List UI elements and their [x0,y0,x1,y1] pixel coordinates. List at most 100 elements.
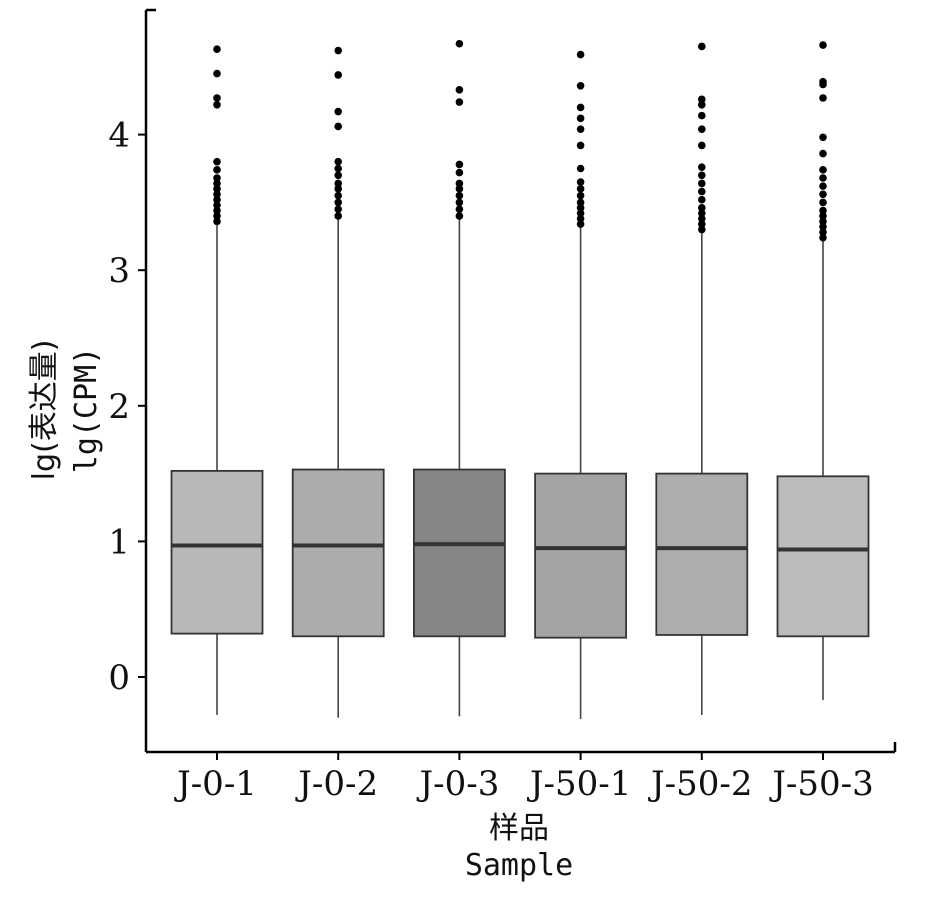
outlier-point [576,141,585,150]
outlier-point [819,217,827,226]
plot-area [170,39,870,720]
outlier-point [819,212,827,220]
box [776,475,870,638]
axes: J-0-1 J-0-2 J-0-3 J-50-1 J-50-2 J-50-3 0 1 2 3 4 [108,8,897,804]
outlier-point [698,204,706,212]
outlier-point [698,171,706,180]
y-axis-title-en: lg(CPM) [69,347,104,473]
x-tick-label: J-0-1 [174,764,257,804]
outlier-point [455,168,464,177]
outlier-point [334,205,343,213]
outlier-point [698,195,706,204]
outlier-point [455,185,464,193]
outlier-point [455,179,464,188]
box [170,469,264,635]
box-group-j-50-1 [534,50,627,720]
outlier-point [213,45,221,53]
outlier-point [819,133,827,142]
outlier-point [213,179,221,188]
outlier-point [819,233,827,242]
y-tick-label: 3 [108,251,130,291]
box-group-j-0-1 [170,45,264,715]
outlier-point [213,212,221,220]
outlier-point [698,214,706,223]
outlier-point [698,220,706,228]
outlier-point [576,114,585,123]
outlier-point [576,209,585,218]
outlier-point [455,39,464,48]
outlier-point [213,195,221,204]
outlier-point [819,198,827,207]
box [534,472,627,639]
outlier-point [213,206,221,215]
outlier-point [576,125,585,133]
x-tick-label: J-0-2 [295,764,378,804]
outlier-point [334,212,343,220]
outlier-point [576,50,585,59]
outlier-point [213,185,221,193]
outlier-point [698,163,706,171]
outlier-point [819,174,827,182]
outlier-point [819,94,827,102]
outlier-point [576,220,585,228]
axis-labels: 样品 Sample lg(表达量) lg(CPM) [27,340,573,883]
outlier-point [213,69,221,78]
outlier-point [213,100,221,109]
x-tick-label: J-50-3 [769,764,874,804]
outlier-point [698,95,706,104]
outlier-point [698,125,706,133]
outlier-point [334,179,343,188]
outlier-point [455,86,464,94]
outlier-point [576,81,585,90]
outlier-point [213,190,221,199]
outlier-point [819,206,827,215]
y-tick-label: 2 [108,387,130,427]
outlier-point [334,107,343,116]
outlier-point [819,190,827,199]
y-axis-title-cn: lg(表达量) [27,340,62,481]
outlier-point [213,157,221,166]
outlier-point [819,228,827,237]
outlier-point [819,77,827,86]
outlier-point [334,164,343,173]
outlier-point [819,166,827,174]
x-tick-label: J-0-3 [416,764,499,804]
outlier-point [455,198,464,207]
outlier-point [213,94,221,102]
x-tick-label: J-50-1 [527,764,632,804]
outlier-point [698,187,706,196]
outlier-point [334,122,343,131]
outlier-point [455,160,464,169]
outlier-point [698,111,706,120]
outlier-point [819,41,827,49]
outlier-point [334,191,343,200]
box [655,472,749,636]
outlier-point [576,164,585,173]
outlier-point [455,205,464,213]
box-group-j-0-3 [412,39,506,717]
outlier-point [455,212,464,220]
outlier-point [698,100,706,109]
box-group-j-50-3 [776,41,870,701]
outlier-point [213,166,221,174]
outlier-point [819,182,827,190]
outlier-point [455,98,464,106]
outlier-point [819,149,827,158]
y-tick-label: 4 [108,116,130,156]
outlier-point [213,217,221,226]
box [291,468,385,638]
outlier-point [576,185,585,193]
outlier-point [334,71,343,79]
outlier-point [698,179,706,188]
outlier-point [334,198,343,207]
outlier-point [576,214,585,223]
outlier-point [334,171,343,180]
y-tick-label: 0 [108,658,130,698]
outlier-point [576,198,585,207]
outlier-point [334,185,343,193]
box [412,468,506,638]
outlier-point [698,42,706,51]
x-axis-title-cn: 样品 [489,811,549,846]
outlier-point [576,204,585,212]
outlier-point [213,201,221,209]
